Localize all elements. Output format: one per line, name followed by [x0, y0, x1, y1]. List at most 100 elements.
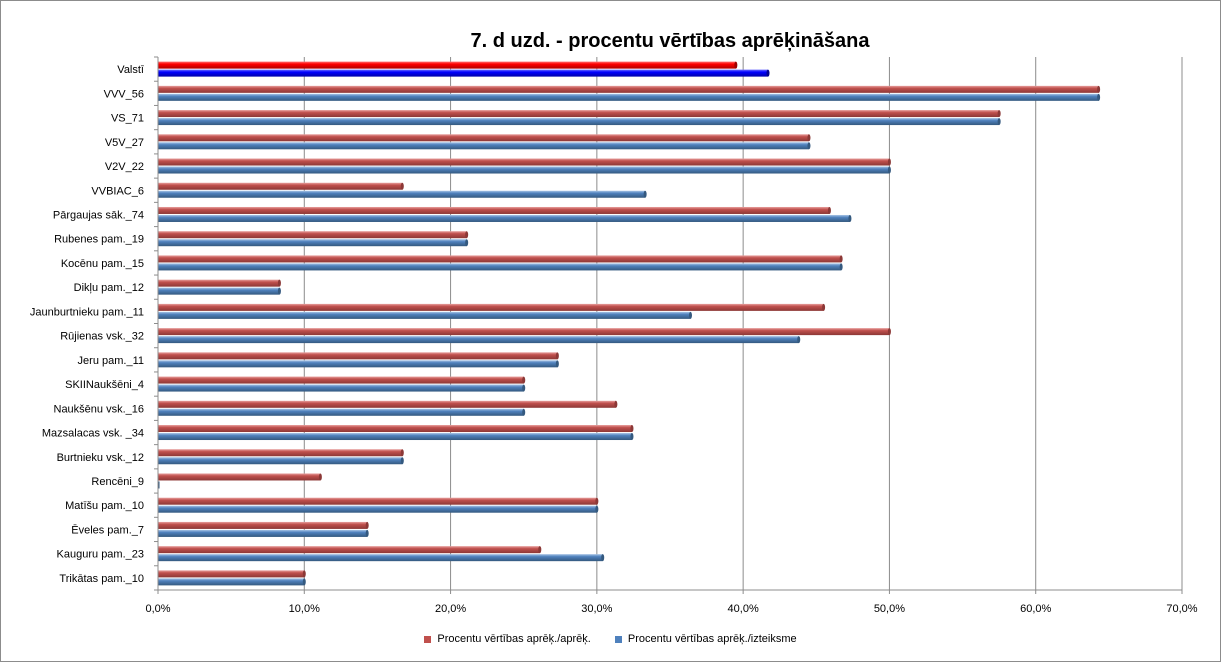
bar-series-1 [158, 158, 890, 166]
bar-end-cap [630, 433, 634, 441]
bar-series-2 [158, 384, 524, 392]
bar-end-cap [827, 206, 831, 214]
category-label: VVBIAC_6 [91, 185, 144, 197]
x-tick-labels: 0,0% 10,0% 20,0% 30,0% 40,0% 50,0% 60,0% 70,0% [145, 603, 1197, 615]
bar-end-cap [538, 546, 542, 554]
bar-end-cap [887, 328, 891, 336]
x-tick-label: 30,0% [581, 603, 612, 615]
bar-end-cap [365, 521, 369, 529]
category-label: Matīšu pam._10 [65, 500, 144, 512]
bar-series-1 [158, 279, 280, 287]
bar-end-cap [302, 570, 306, 578]
bar-end-cap [365, 529, 369, 537]
bar-end-cap [522, 408, 526, 416]
legend-label-series-2: Procentu vērtības aprēķ./izteiksme [627, 633, 797, 645]
category-label: Naukšēnu vsk._16 [54, 403, 145, 415]
legend-label-series-1: Procentu vērtības aprēķ./aprēķ. [437, 633, 591, 645]
bar-end-cap [302, 578, 306, 586]
bar-series-2 [158, 190, 646, 198]
bar-series-1 [158, 303, 824, 311]
bar-end-cap [277, 287, 281, 295]
bar-end-cap [555, 360, 559, 368]
bar-series-1 [158, 497, 597, 505]
bar-series-2 [158, 263, 842, 271]
bar-end-cap [1097, 93, 1101, 101]
bar-end-cap [614, 400, 618, 408]
category-label: Ēveles pam._7 [71, 524, 144, 536]
bar-series-1 [158, 449, 403, 457]
bar-series-1 [158, 231, 467, 239]
bar-series-1 [158, 352, 558, 360]
bar-series-1 [158, 473, 321, 481]
bar-end-cap [766, 69, 770, 77]
bar-end-cap [997, 110, 1001, 118]
chart-title: 7. d uzd. - procentu vērtības aprēķināša… [470, 30, 870, 52]
bar-end-cap [839, 255, 843, 263]
category-label: Mazsalacas vsk. _34 [42, 428, 144, 440]
bar-series-2 [158, 118, 1000, 126]
x-tick-label: 0,0% [145, 603, 170, 615]
bar-end-cap [643, 190, 647, 198]
bar-series-1 [158, 376, 524, 384]
bar-series-2 [158, 311, 691, 319]
bar-end-cap [887, 166, 891, 174]
legend-item-series-1: Procentu vērtības aprēķ./aprēķ. [424, 633, 591, 645]
bar-end-cap [630, 425, 634, 433]
category-label: V5V_27 [105, 137, 144, 149]
bar-series-1 [158, 110, 1000, 118]
bar-series-1 [158, 400, 616, 408]
category-label: Pārgaujas sāk._74 [53, 209, 144, 221]
bar-series-1 [158, 206, 830, 214]
legend-item-series-2: Procentu vērtības aprēķ./izteiksme [614, 633, 797, 645]
legend-swatch-series-1 [424, 635, 432, 643]
bar-end-cap [595, 497, 599, 505]
bar-end-cap [465, 239, 469, 247]
bar-series-2 [158, 214, 850, 222]
legend: Procentu vērtības aprēķ./aprēķ. Procentu… [0, 633, 1221, 645]
bar-end-cap [797, 336, 801, 344]
category-labels: Valstī VVV_56 VS_71 V5V_27 V2V_22 VVBIAC_6 Pār… [30, 64, 145, 585]
bar-end-cap [807, 134, 811, 142]
bar-end-cap [839, 263, 843, 271]
bars-group [158, 61, 1101, 586]
category-label: Dikļu pam._12 [74, 282, 144, 294]
bar-series-1 [158, 425, 632, 433]
bar-series-2 [158, 505, 597, 513]
bar-end-cap [807, 142, 811, 150]
bar-end-cap [734, 61, 738, 69]
bar-series-1 [158, 521, 368, 529]
bar-end-cap [688, 311, 692, 319]
bar-series-2 [158, 578, 305, 586]
x-tick-label: 70,0% [1166, 603, 1197, 615]
bar-series-2 [158, 360, 558, 368]
bar-series-2 [158, 69, 769, 77]
category-label: Jaunburtnieku pam._11 [30, 306, 144, 318]
x-tick-label: 50,0% [874, 603, 905, 615]
bar-series-2 [158, 408, 524, 416]
bar-end-cap [997, 118, 1001, 126]
legend-swatch-series-2 [614, 635, 622, 643]
bar-end-cap [601, 554, 605, 562]
bar-series-1 [158, 61, 736, 69]
bar-series-2 [158, 529, 368, 537]
bar-end-cap [887, 158, 891, 166]
bar-end-cap [318, 473, 322, 481]
bar-series-2 [158, 166, 890, 174]
x-tick-label: 60,0% [1020, 603, 1051, 615]
category-label: V2V_22 [105, 161, 144, 173]
category-label: Kauguru pam._23 [57, 549, 144, 561]
category-label: Rubenes pam._19 [54, 234, 144, 246]
bar-series-2 [158, 93, 1099, 101]
bar-series-2 [158, 336, 799, 344]
x-tick-label: 10,0% [289, 603, 320, 615]
bar-series-2 [158, 239, 467, 247]
bar-end-cap [522, 376, 526, 384]
bar-series-1 [158, 328, 890, 336]
category-label: VVV_56 [104, 88, 144, 100]
bar-end-cap [1097, 85, 1101, 93]
category-label: Kocēnu pam._15 [61, 258, 144, 270]
category-label: Rencēni_9 [91, 476, 144, 488]
bar-series-1 [158, 182, 403, 190]
category-label: Burtnieku vsk._12 [57, 452, 144, 464]
